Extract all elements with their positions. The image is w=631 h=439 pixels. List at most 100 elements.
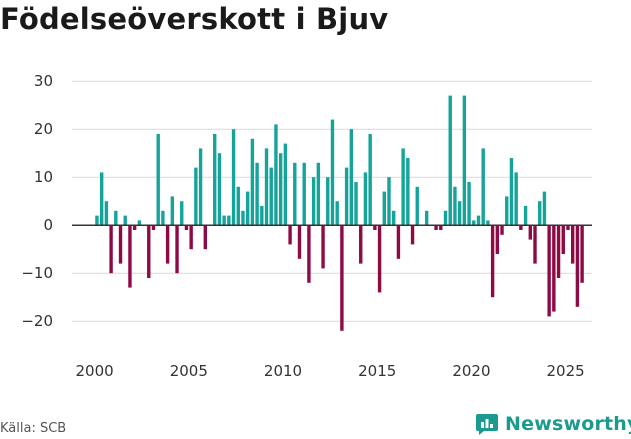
bar-positive[interactable]: [368, 134, 372, 226]
bar-positive[interactable]: [453, 186, 457, 226]
bar-negative[interactable]: [377, 225, 382, 293]
bar-positive[interactable]: [161, 210, 165, 226]
bar-positive[interactable]: [198, 148, 203, 226]
bar-positive[interactable]: [236, 186, 240, 226]
bar-positive[interactable]: [311, 177, 316, 226]
bar-positive[interactable]: [349, 129, 354, 226]
bar-negative[interactable]: [147, 225, 151, 278]
bar-negative[interactable]: [500, 225, 504, 235]
bar-positive[interactable]: [250, 138, 255, 226]
bar-positive[interactable]: [448, 95, 452, 226]
bar-positive[interactable]: [302, 162, 306, 226]
bar-positive[interactable]: [330, 119, 335, 226]
bar-negative[interactable]: [297, 225, 302, 259]
bar-positive[interactable]: [424, 210, 429, 226]
bar-negative[interactable]: [410, 225, 415, 245]
bar-positive[interactable]: [326, 177, 330, 226]
bar-positive[interactable]: [104, 201, 109, 226]
bar-negative[interactable]: [396, 225, 401, 259]
bar-negative[interactable]: [570, 225, 575, 264]
bar-positive[interactable]: [180, 201, 184, 226]
bar-negative[interactable]: [439, 225, 443, 230]
bar-negative[interactable]: [580, 225, 584, 283]
bar-negative[interactable]: [519, 225, 523, 230]
bar-positive[interactable]: [481, 148, 485, 226]
bar-positive[interactable]: [514, 172, 518, 226]
bar-positive[interactable]: [335, 201, 339, 226]
bar-positive[interactable]: [316, 162, 321, 226]
bar-positive[interactable]: [95, 215, 99, 226]
bar-positive[interactable]: [542, 191, 547, 226]
bar-positive[interactable]: [415, 186, 419, 226]
bar-negative[interactable]: [132, 225, 137, 230]
bar-negative[interactable]: [203, 225, 207, 250]
bar-negative[interactable]: [566, 225, 570, 230]
bar-positive[interactable]: [505, 196, 509, 226]
bar-positive[interactable]: [269, 167, 273, 226]
bar-positive[interactable]: [509, 158, 514, 226]
bar-negative[interactable]: [118, 225, 123, 264]
bar-positive[interactable]: [392, 210, 396, 226]
bar-positive[interactable]: [457, 201, 462, 226]
bar-negative[interactable]: [547, 225, 551, 317]
bar-positive[interactable]: [486, 220, 490, 226]
bar-positive[interactable]: [382, 191, 386, 226]
bar-positive[interactable]: [245, 191, 250, 226]
bar-positive[interactable]: [354, 182, 358, 226]
bar-negative[interactable]: [528, 225, 532, 240]
bar-negative[interactable]: [307, 225, 311, 283]
bar-negative[interactable]: [575, 225, 580, 307]
bar-positive[interactable]: [264, 148, 269, 226]
bar-positive[interactable]: [170, 196, 175, 226]
bar-negative[interactable]: [288, 225, 292, 245]
bar-negative[interactable]: [151, 225, 156, 230]
bar-negative[interactable]: [556, 225, 561, 278]
bar-positive[interactable]: [401, 148, 405, 226]
bar-positive[interactable]: [344, 167, 349, 226]
bar-negative[interactable]: [373, 225, 377, 230]
bar-negative[interactable]: [340, 225, 344, 331]
brand-logo[interactable]: Newsworthy: [475, 410, 631, 438]
bar-positive[interactable]: [194, 167, 198, 226]
bar-positive[interactable]: [99, 172, 104, 226]
bar-positive[interactable]: [213, 134, 217, 226]
bar-negative[interactable]: [359, 225, 363, 264]
bar-negative[interactable]: [552, 225, 556, 312]
bar-negative[interactable]: [128, 225, 132, 288]
bar-positive[interactable]: [472, 220, 476, 226]
bar-negative[interactable]: [490, 225, 495, 298]
bar-positive[interactable]: [363, 172, 368, 226]
bar-negative[interactable]: [175, 225, 179, 274]
bar-positive[interactable]: [476, 215, 481, 226]
bar-positive[interactable]: [241, 210, 245, 226]
bar-positive[interactable]: [274, 124, 278, 226]
bar-positive[interactable]: [217, 153, 222, 226]
bar-negative[interactable]: [434, 225, 438, 230]
bar-positive[interactable]: [293, 162, 297, 226]
bar-negative[interactable]: [321, 225, 325, 269]
bar-positive[interactable]: [538, 201, 542, 226]
bar-negative[interactable]: [184, 225, 189, 230]
bar-negative[interactable]: [189, 225, 193, 250]
bar-negative[interactable]: [109, 225, 113, 274]
bar-positive[interactable]: [123, 215, 127, 226]
bar-negative[interactable]: [495, 225, 500, 254]
bar-positive[interactable]: [137, 220, 142, 226]
bar-positive[interactable]: [231, 129, 236, 226]
bar-positive[interactable]: [278, 153, 283, 226]
bar-positive[interactable]: [255, 162, 259, 226]
bar-positive[interactable]: [523, 206, 528, 226]
bar-positive[interactable]: [467, 182, 471, 226]
bar-negative[interactable]: [165, 225, 170, 264]
bar-positive[interactable]: [283, 143, 288, 226]
bar-positive[interactable]: [406, 158, 410, 226]
bar-positive[interactable]: [260, 206, 264, 226]
bar-positive[interactable]: [462, 95, 467, 226]
bar-positive[interactable]: [222, 215, 226, 226]
bar-negative[interactable]: [561, 225, 565, 254]
bar-positive[interactable]: [443, 210, 448, 226]
bar-negative[interactable]: [533, 225, 537, 264]
bar-positive[interactable]: [114, 210, 118, 226]
bar-positive[interactable]: [156, 134, 160, 226]
bar-positive[interactable]: [387, 177, 391, 226]
